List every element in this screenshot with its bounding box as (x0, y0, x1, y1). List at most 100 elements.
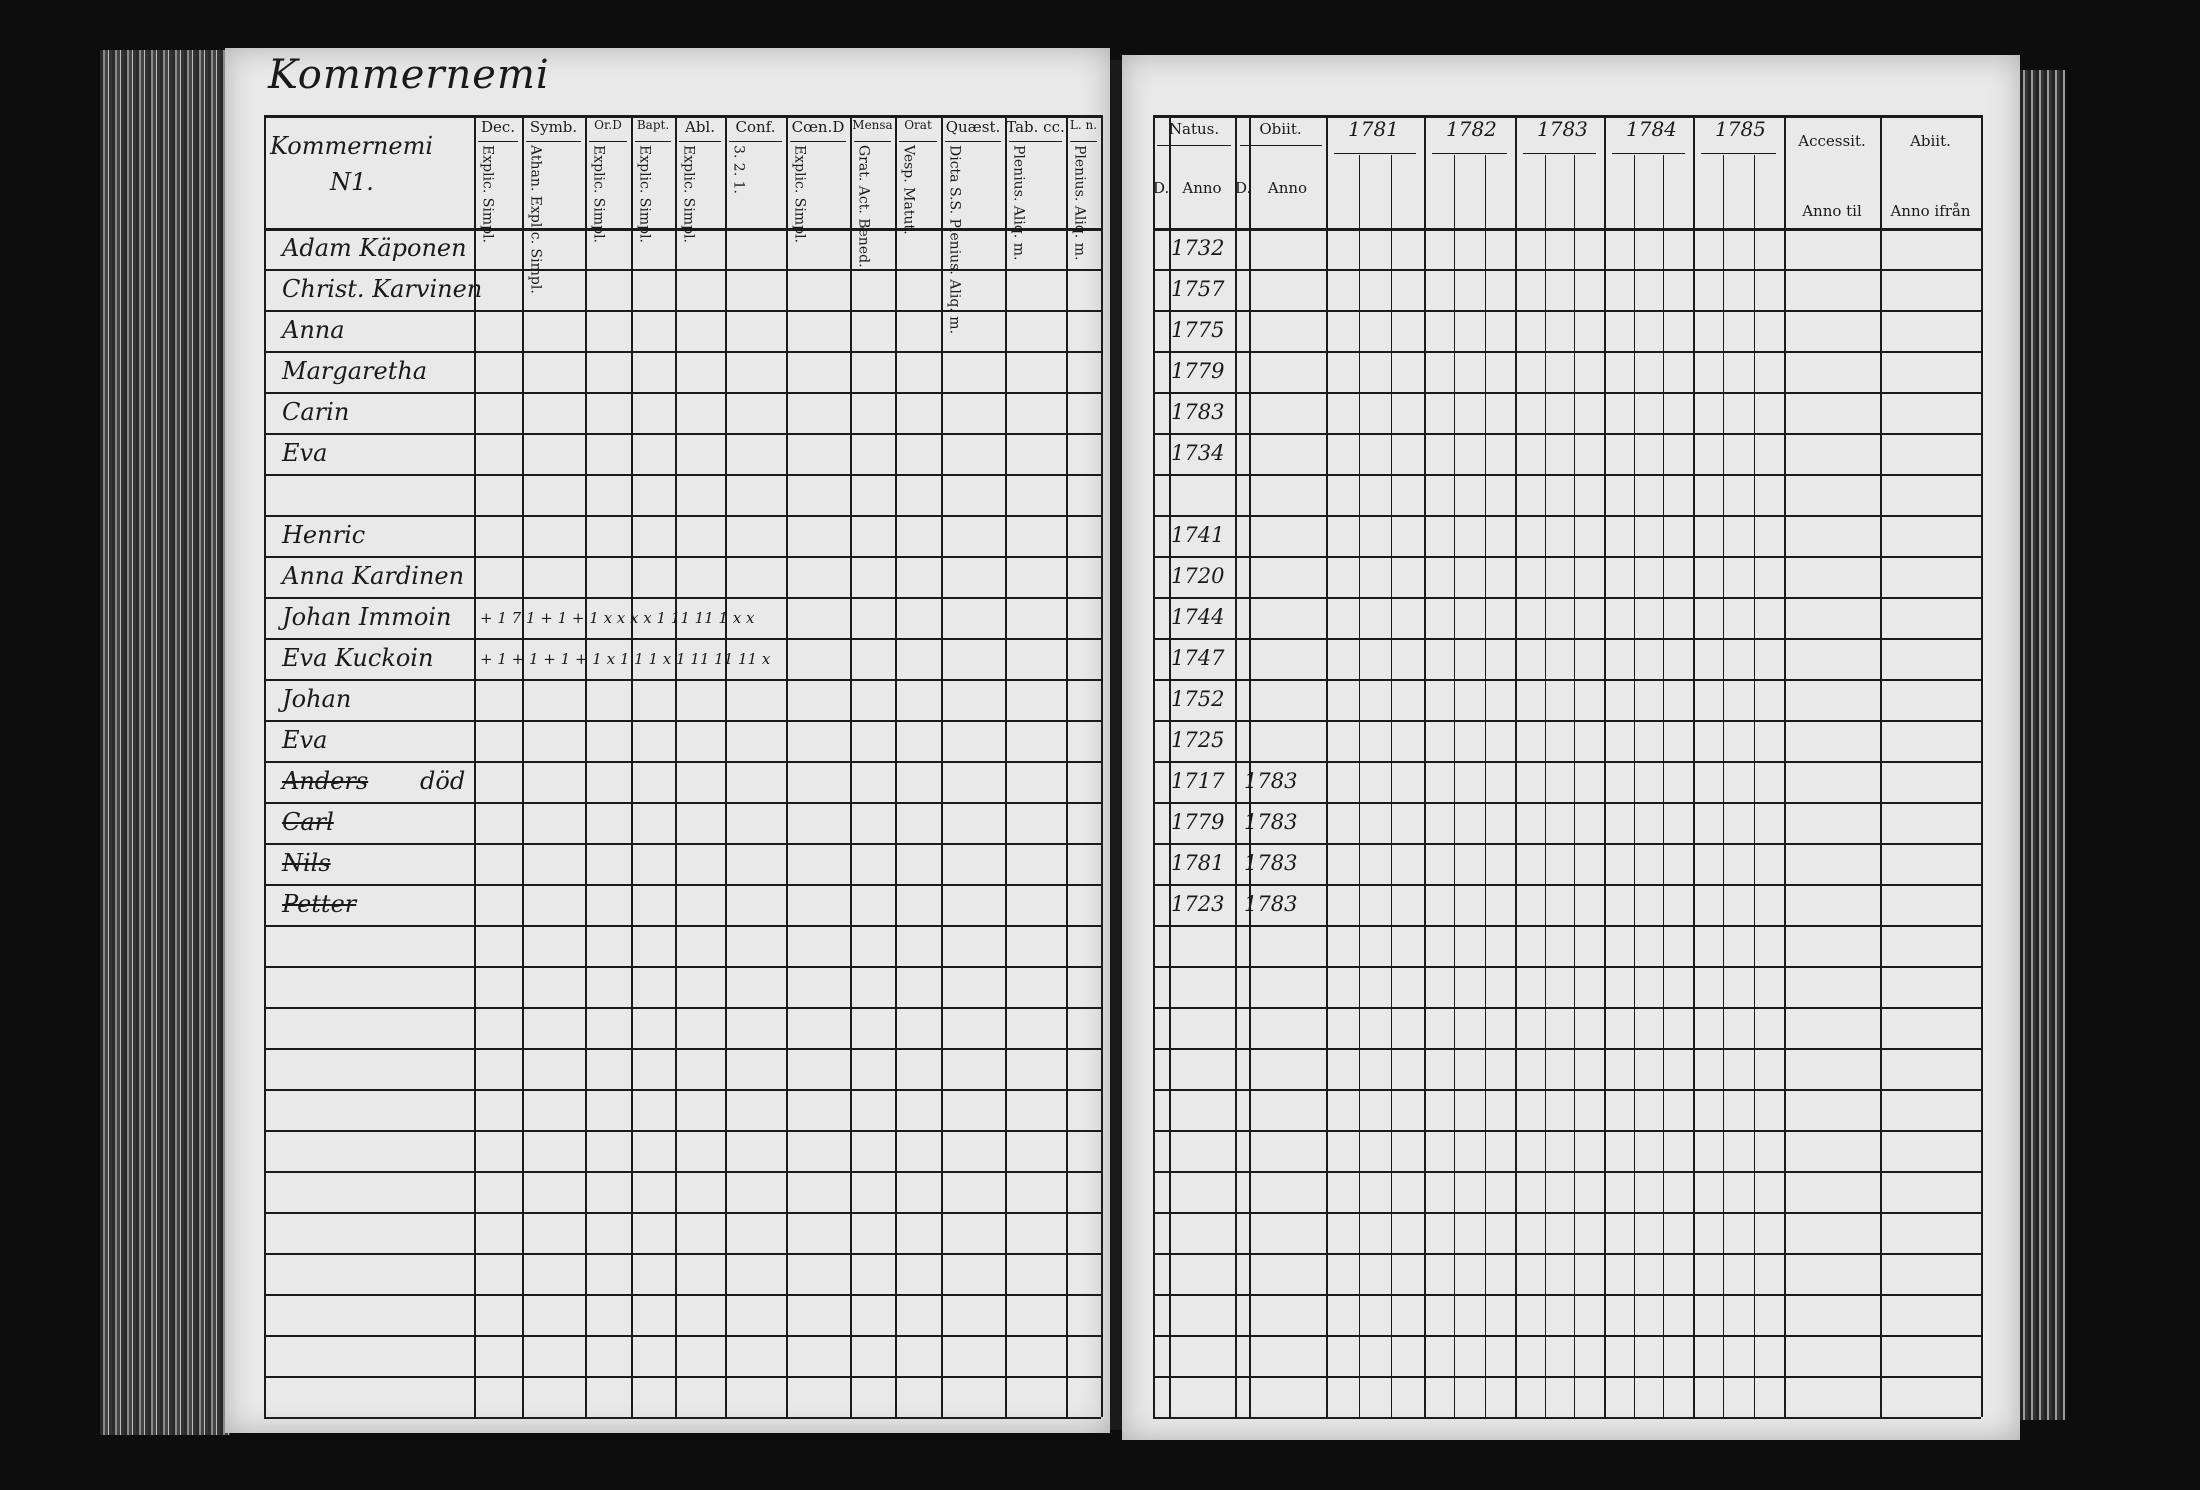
row-rule (264, 802, 1101, 804)
row-rule (264, 310, 1101, 312)
person-name: Eva Kuckoin (282, 644, 434, 672)
row-rule (1153, 1417, 1981, 1419)
column-header: Tab. cc. (1006, 118, 1065, 136)
first-header-line2: N1. (330, 168, 374, 196)
row-rule (264, 761, 1101, 763)
year-subcolumn-rule (1358, 155, 1360, 1417)
birth-year: 1734 (1171, 441, 1225, 465)
column-header: Quæst. (945, 118, 1001, 136)
person-name: Eva (282, 439, 328, 467)
column-header-rule (478, 141, 518, 142)
row-rule (264, 433, 1101, 435)
person-name: Nils (282, 849, 331, 877)
death-year: 1783 (1244, 851, 1298, 875)
row-rule (1153, 1048, 1981, 1050)
year-subcolumn-rule (1574, 155, 1576, 1417)
abiit-subheader: Anno ifrån (1890, 202, 1971, 220)
row-rule (264, 1048, 1101, 1050)
column-header: Bapt. (636, 118, 670, 132)
row-rule (1153, 1376, 1981, 1378)
year-subcolumn-rule (1454, 155, 1456, 1417)
row-rule (264, 351, 1101, 353)
page-title: Kommernemi (268, 52, 550, 98)
person-name: Johan (282, 685, 352, 713)
column-header-rule (790, 141, 846, 142)
column-subheader: 3. 2. 1. (730, 145, 747, 194)
column-header: Abl. (685, 118, 715, 136)
column-subheader: Vesp. Matut. (900, 145, 917, 235)
row-rule (1153, 1007, 1981, 1009)
column-rule (1880, 115, 1882, 1417)
column-header-rule (589, 141, 627, 142)
birth-year: 1744 (1171, 605, 1225, 629)
person-name: Margaretha (282, 357, 428, 385)
book-edge-left (100, 50, 230, 1435)
column-rule (850, 115, 852, 1417)
book-gutter (1110, 60, 1122, 1430)
row-rule (264, 1130, 1101, 1132)
column-header-rule (679, 141, 721, 142)
row-rule (264, 1212, 1101, 1214)
year-subcolumn-rule (1544, 155, 1546, 1417)
row-rule (264, 392, 1101, 394)
abiit-header: Abiit. (1910, 132, 1951, 150)
row-rule (264, 1171, 1101, 1173)
person-name: Christ. Karvinen (282, 275, 483, 303)
column-rule (1066, 115, 1068, 1417)
row-rule (1153, 843, 1981, 845)
row-rule (1153, 1294, 1981, 1296)
row-rule (1153, 884, 1981, 886)
person-name: Anders (282, 767, 369, 795)
natus-d-header: D. (1153, 179, 1170, 197)
person-name: Henric (282, 521, 366, 549)
year-subcolumn-rule (1753, 155, 1755, 1417)
year-header: 1783 (1537, 117, 1588, 141)
column-rule (1784, 115, 1786, 1417)
left-page (225, 48, 1110, 1433)
accessit-header: Accessit. (1798, 132, 1866, 150)
birth-year: 1781 (1171, 851, 1225, 875)
obiit-anno-header: Anno (1267, 179, 1308, 197)
row-rule (1153, 433, 1981, 435)
year-header: 1785 (1715, 117, 1766, 141)
birth-year: 1717 (1171, 769, 1225, 793)
column-rule (1604, 115, 1606, 1417)
natus-header: Natus. (1168, 120, 1220, 138)
column-rule (1005, 115, 1007, 1417)
year-subcolumn-rule (1391, 155, 1393, 1417)
column-rule (1169, 115, 1171, 1417)
column-rule (1693, 115, 1695, 1417)
row-rule (1153, 720, 1981, 722)
column-rule (675, 115, 677, 1417)
row-rule (1153, 597, 1981, 599)
row-rule (1153, 1253, 1981, 1255)
birth-year: 1757 (1171, 277, 1225, 301)
birth-year: 1779 (1171, 810, 1225, 834)
column-header: L. n. (1069, 118, 1098, 132)
obiit-d-header: D. (1235, 179, 1252, 197)
row-rule (1153, 474, 1981, 476)
row-rule (264, 474, 1101, 476)
birth-year: 1723 (1171, 892, 1225, 916)
row-rule (264, 515, 1101, 517)
column-rule (631, 115, 633, 1417)
column-subheader: Athan. Explic. Simpl. (527, 145, 544, 294)
column-rule (895, 115, 897, 1417)
row-rule (264, 679, 1101, 681)
birth-year: 1747 (1171, 646, 1225, 670)
year-subcolumn-rule (1723, 155, 1725, 1417)
column-header: Orat (904, 118, 932, 132)
row-rule (1153, 638, 1981, 640)
column-subheader: Plenius. Aliq. m. (1010, 145, 1027, 261)
person-note: död (420, 767, 466, 795)
row-rule (264, 1253, 1101, 1255)
row-rule (1153, 1212, 1981, 1214)
column-rule (1981, 115, 1983, 1417)
year-header-rule (1701, 153, 1776, 154)
catechism-marks: + 1 + 1 + 1 + 1 x 1 1 1 x 1 11 11 11 x (480, 650, 771, 668)
column-rule (786, 115, 788, 1417)
table-top-rule (264, 115, 1101, 118)
birth-year: 1775 (1171, 318, 1225, 342)
column-header-rule (729, 141, 782, 142)
row-rule (264, 925, 1101, 927)
